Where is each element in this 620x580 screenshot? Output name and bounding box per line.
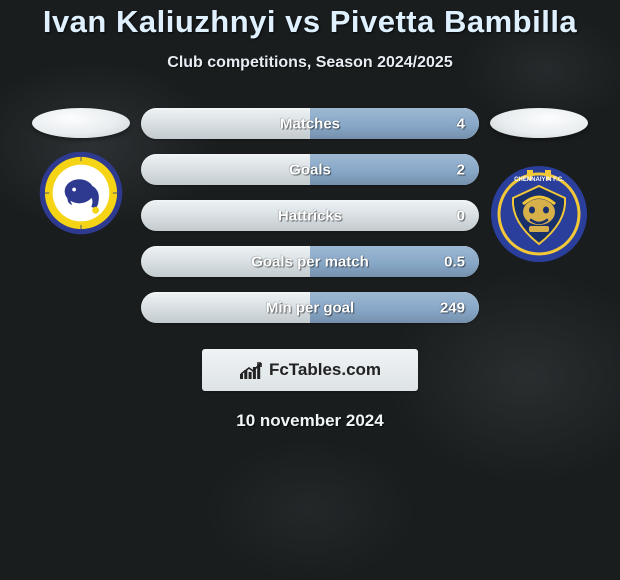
chennaiyin-fc-badge-icon: CHENNAIYIN F.C. — [489, 164, 589, 264]
kerala-blasters-badge-icon — [38, 150, 124, 236]
date-text: 10 november 2024 — [236, 411, 383, 431]
player-left-column — [21, 108, 141, 236]
content-root: Ivan Kaliuzhnyi vs Pivetta Bambilla Club… — [0, 0, 620, 580]
stat-bar-fill — [310, 154, 479, 185]
club-badge-right: CHENNAIYIN F.C. — [489, 164, 589, 264]
stat-label: Min per goal — [266, 299, 354, 316]
svg-text:CHENNAIYIN F.C.: CHENNAIYIN F.C. — [514, 177, 564, 183]
club-badge-left — [38, 150, 124, 236]
brand-text: FcTables.com — [269, 360, 381, 380]
stat-label: Goals per match — [251, 253, 369, 270]
player-right-avatar-placeholder — [490, 108, 588, 138]
stat-value-right: 0.5 — [444, 253, 465, 270]
stat-value-right: 2 — [457, 161, 465, 178]
page-subtitle: Club competitions, Season 2024/2025 — [167, 54, 452, 72]
stat-label: Goals — [289, 161, 331, 178]
player-left-avatar-placeholder — [32, 108, 130, 138]
page-title: Ivan Kaliuzhnyi vs Pivetta Bambilla — [43, 4, 577, 40]
stat-value-right: 249 — [440, 299, 465, 316]
stat-bar: Hattricks 0 — [141, 200, 479, 231]
stat-label: Hattricks — [278, 207, 342, 224]
brand-box: FcTables.com — [202, 349, 418, 391]
stat-value-right: 0 — [457, 207, 465, 224]
stat-bar: Matches 4 — [141, 108, 479, 139]
stat-bar: Goals per match 0.5 — [141, 246, 479, 277]
stat-bar: Goals 2 — [141, 154, 479, 185]
comparison-row: Matches 4 Goals 2 Hattricks 0 Goals per match 0… — [0, 108, 620, 323]
stat-label: Matches — [280, 115, 340, 132]
stat-bar: Min per goal 249 — [141, 292, 479, 323]
stats-column: Matches 4 Goals 2 Hattricks 0 Goals per match 0… — [141, 108, 479, 323]
stat-value-right: 4 — [457, 115, 465, 132]
player-right-column: CHENNAIYIN F.C. — [479, 108, 599, 264]
bar-chart-icon — [239, 360, 263, 380]
